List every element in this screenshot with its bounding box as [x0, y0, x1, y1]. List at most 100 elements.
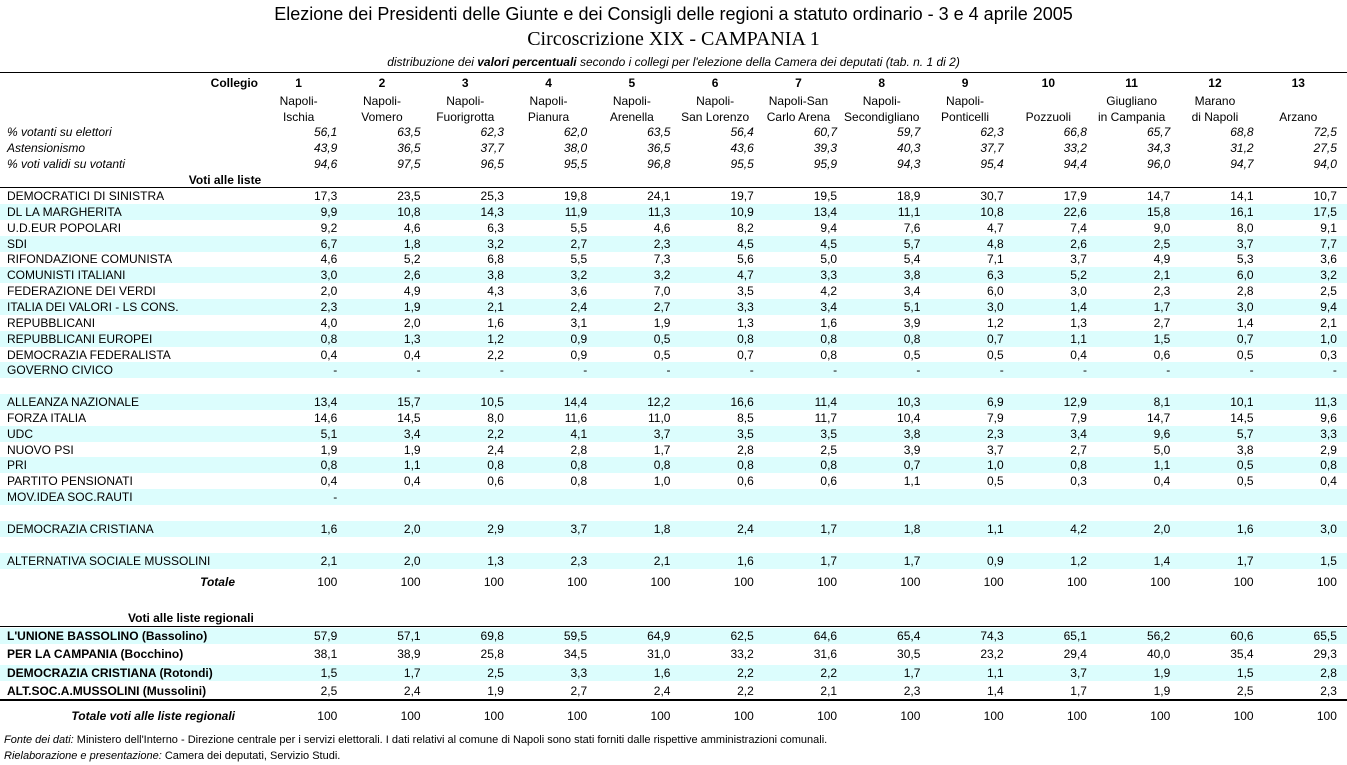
cell-value: 2,5	[487, 666, 504, 680]
cell-value: 56,4	[730, 125, 754, 139]
rule	[0, 699, 1347, 701]
cell-value: 15,7	[397, 395, 421, 410]
cell-value: 94,4	[1063, 157, 1087, 171]
cell-value: 95,4	[980, 157, 1004, 171]
cell-value: 65,1	[1063, 629, 1087, 643]
cell-value: 1,8	[403, 236, 421, 251]
cell-value: 3,2	[1320, 268, 1337, 283]
cell-value: 63,5	[397, 125, 421, 139]
cell-value: 100	[1233, 709, 1254, 723]
cell-value: 2,3	[987, 426, 1004, 441]
cell-value: 1,3	[1070, 315, 1087, 330]
column-name: Napoli-	[862, 94, 901, 108]
cell-value: 38,0	[563, 141, 588, 155]
cell-value: 2,1	[487, 299, 504, 314]
cell-value: 1,7	[1153, 299, 1171, 314]
cell-value: 100	[733, 709, 754, 723]
column-name: Napoli-	[696, 94, 735, 108]
cell-value: 12,9	[1063, 395, 1087, 410]
row-label: DEMOCRAZIA CRISTIANA	[7, 521, 154, 536]
cell-value: 62,3	[980, 125, 1004, 139]
row-label: DEMOCRAZIA CRISTIANA (Rotondi)	[7, 666, 213, 680]
cell-value: 3,0	[1320, 521, 1337, 536]
cell-value: 65,5	[1313, 629, 1337, 643]
cell-value: 0,9	[570, 331, 588, 346]
cell-value: 14,5	[397, 410, 421, 425]
cell-value: 1,2	[987, 315, 1004, 330]
cell-value: 100	[1233, 575, 1254, 589]
cell-value: 94,6	[313, 157, 338, 171]
cell-value: 3,4	[1070, 426, 1087, 441]
column-number: 2	[378, 76, 386, 90]
row-label: PARTITO PENSIONATI	[7, 474, 133, 489]
cell-value: 0,8	[1320, 458, 1337, 473]
cell-value: -	[416, 363, 421, 378]
cell-value: 0,4	[1320, 474, 1337, 489]
row-label: DEMOCRAZIA FEDERALISTA	[7, 347, 171, 362]
cell-value: 1,7	[820, 553, 838, 568]
cell-value: 14,7	[1146, 410, 1171, 425]
cell-value: 2,2	[737, 666, 754, 680]
cell-value: 43,6	[730, 141, 754, 155]
footer-label: Rielaborazione e presentazione:	[4, 750, 162, 762]
cell-value: 1,6	[1236, 521, 1254, 536]
cell-value: 95,5	[730, 157, 754, 171]
cell-value: 1,1	[903, 474, 921, 489]
cell-value: 1,6	[320, 521, 338, 536]
cell-value: 2,5	[1236, 684, 1254, 698]
cell-value: 100	[650, 709, 671, 723]
cell-value: 2,8	[737, 442, 754, 457]
cell-value: 3,1	[570, 315, 588, 330]
cell-value: 94,0	[1313, 157, 1337, 171]
cell-value: 19,5	[813, 189, 838, 203]
cell-value: 3,7	[653, 426, 671, 441]
cell-value: 3,7	[1236, 236, 1254, 251]
cell-value: 4,6	[320, 252, 338, 267]
column-name: Napoli-	[362, 94, 401, 108]
cell-value: 2,4	[653, 684, 671, 698]
cell-value: 100	[1066, 709, 1087, 723]
cell-value: 2,1	[653, 553, 671, 568]
cell-value: 64,6	[813, 629, 838, 643]
row-label: MOV.IDEA SOC.RAUTI	[7, 490, 133, 505]
cell-value: 3,5	[737, 284, 754, 299]
column-name: Arzano	[1279, 110, 1318, 124]
cell-value: 8,1	[1153, 395, 1171, 410]
cell-value: 2,3	[903, 684, 921, 698]
cell-value: 39,3	[813, 141, 838, 155]
column-name: Arenella	[609, 110, 654, 124]
footer-text: Ministero dell'Interno - Direzione centr…	[73, 734, 828, 746]
column-name: Napoli-	[279, 94, 318, 108]
cell-value: 4,6	[403, 220, 421, 235]
cell-value: 2,1	[1153, 268, 1171, 283]
column-number: 5	[628, 76, 636, 90]
cell-value: 100	[817, 575, 838, 589]
cell-value: 3,4	[903, 284, 921, 299]
cell-value: 16,6	[730, 395, 754, 410]
cell-value: 100	[567, 709, 588, 723]
footer-line: Rielaborazione e presentazione: Camera d…	[4, 750, 340, 762]
row-label: COMUNISTI ITALIANI	[7, 268, 126, 283]
cell-value: 25,3	[480, 189, 504, 203]
cell-value: 2,7	[653, 299, 671, 314]
cell-value: 0,5	[1236, 347, 1254, 362]
cell-value: 5,5	[570, 220, 588, 235]
section-heading: Voti alle liste	[188, 173, 262, 187]
cell-value: 4,1	[570, 426, 588, 441]
cell-value: 3,9	[903, 442, 921, 457]
row-shade	[0, 425, 1347, 442]
cell-value: 1,3	[737, 315, 754, 330]
cell-value: 27,5	[1313, 141, 1337, 155]
row-label: REPUBBLICANI	[7, 315, 96, 330]
cell-value: 2,3	[570, 553, 588, 568]
cell-value: 37,7	[980, 141, 1004, 155]
row-label: FEDERAZIONE DEI VERDI	[7, 284, 156, 299]
column-name: Napoli-	[446, 94, 485, 108]
cell-value: 9,4	[1320, 299, 1337, 314]
cell-value: 1,9	[487, 684, 504, 698]
cell-value: 18,9	[897, 189, 921, 203]
cell-value: 2,4	[403, 684, 421, 698]
cell-value: 11,1	[897, 204, 921, 219]
cell-value: 5,7	[903, 236, 921, 251]
cell-value: 17,3	[313, 189, 338, 203]
